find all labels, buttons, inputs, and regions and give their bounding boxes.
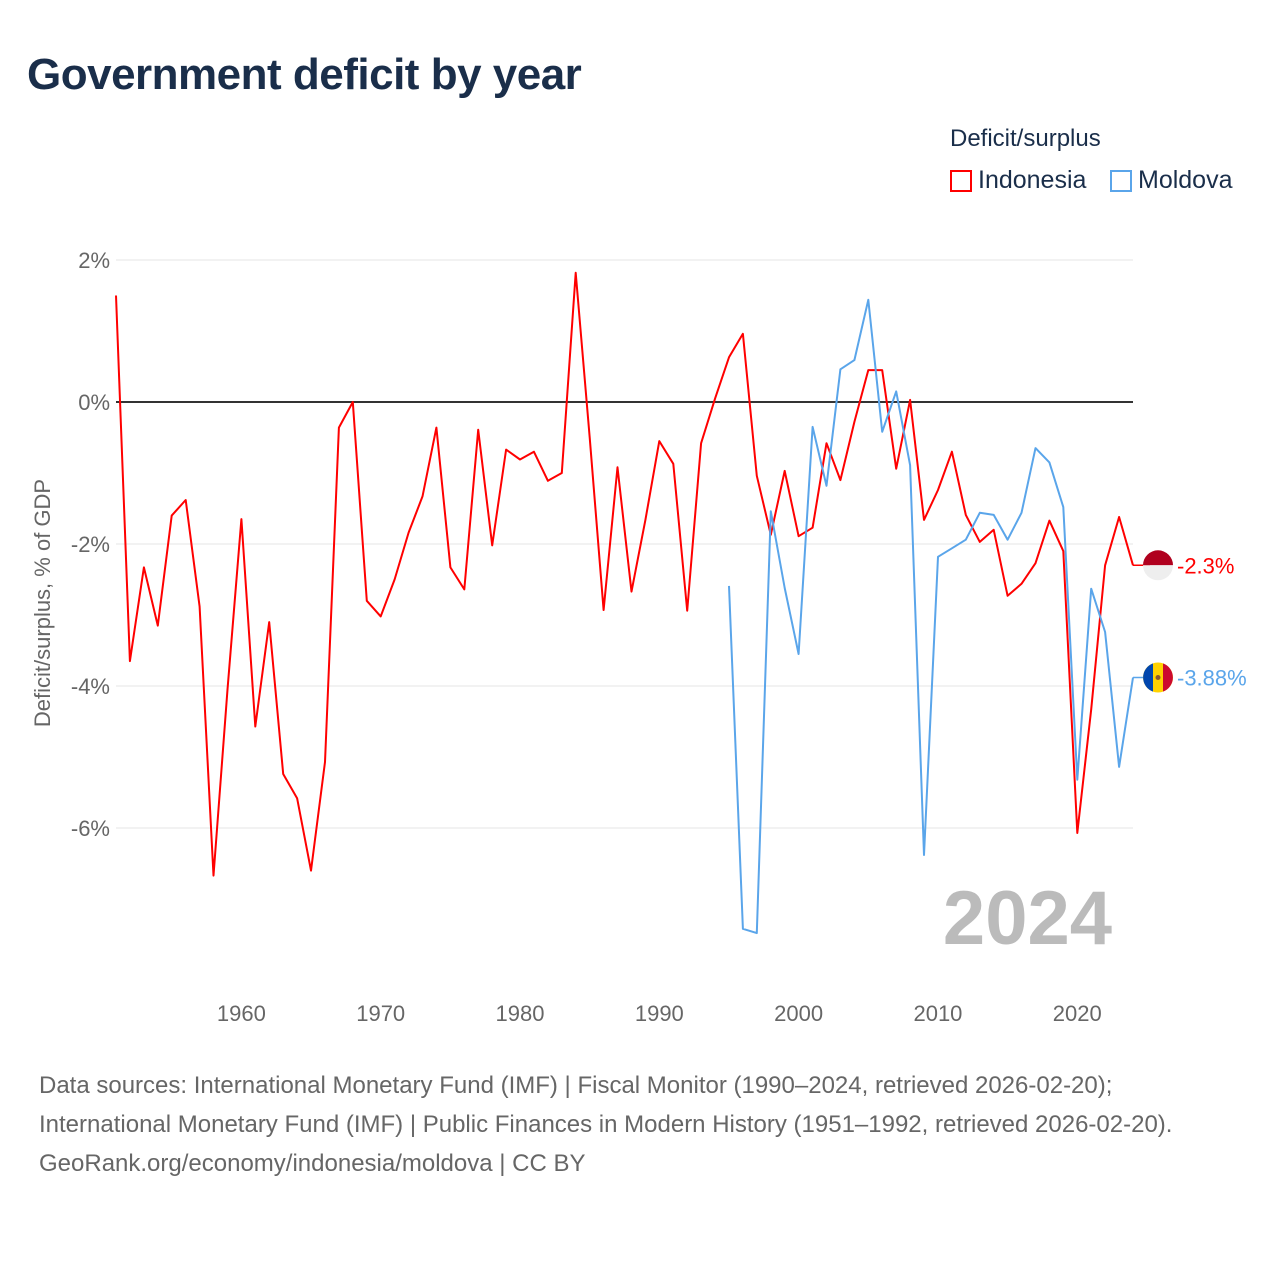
legend-item-moldova[interactable]: Moldova xyxy=(1110,166,1233,195)
series-line-moldova xyxy=(728,298,1134,935)
end-value-label: -2.3% xyxy=(1177,553,1234,578)
series-line-indonesia xyxy=(115,271,1134,877)
legend-swatch xyxy=(950,169,972,192)
data-sources: Data sources: International Monetary Fun… xyxy=(39,1072,1173,1138)
credit-link[interactable]: GeoRank.org/economy/indonesia/moldova | … xyxy=(39,1150,586,1177)
x-tick-label: 1960 xyxy=(217,1001,266,1026)
flag-emblem-icon xyxy=(1155,674,1161,680)
x-tick-label: 1990 xyxy=(635,1001,684,1026)
y-tick-label: 2% xyxy=(78,248,110,273)
page-title: Government deficit by year xyxy=(27,50,582,99)
x-tick-label: 1980 xyxy=(496,1001,545,1026)
legend-label: Moldova xyxy=(1138,166,1233,194)
end-value-label: -3.88% xyxy=(1177,665,1247,690)
legend-item-indonesia[interactable]: Indonesia xyxy=(950,166,1086,195)
year-label: 2024 xyxy=(943,876,1112,961)
y-tick-label: -4% xyxy=(71,674,110,699)
flag-indonesia-icon xyxy=(1143,565,1173,581)
x-tick-label: 2010 xyxy=(913,1001,962,1026)
x-tick-label: 2000 xyxy=(774,1001,823,1026)
y-tick-label: -6% xyxy=(71,816,110,841)
legend-label: Indonesia xyxy=(978,166,1087,194)
legend-swatch xyxy=(1110,169,1132,192)
footer: Data sources: International Monetary Fun… xyxy=(39,1066,1239,1183)
flag-indonesia-icon xyxy=(1143,550,1173,566)
flag-moldova-icon xyxy=(1163,663,1173,692)
x-tick-label: 1970 xyxy=(356,1001,405,1026)
y-tick-label: 0% xyxy=(78,390,110,415)
flag-moldova-icon xyxy=(1143,663,1153,692)
y-tick-label: -2% xyxy=(71,532,110,557)
legend-title: Deficit/surplus xyxy=(950,125,1101,152)
x-tick-label: 2020 xyxy=(1053,1001,1102,1026)
y-axis-label: Deficit/surplus, % of GDP xyxy=(30,479,55,727)
